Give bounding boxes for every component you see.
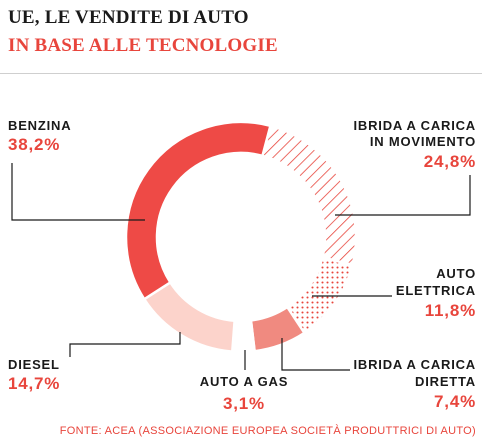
leader-ibrida-diretta [281, 338, 350, 371]
leader-diesel [69, 332, 181, 357]
label-elettrica-line1: AUTO [436, 266, 476, 281]
label-benzina: BENZINA [8, 118, 72, 133]
label-diesel: DIESEL [8, 357, 60, 372]
value-ibrida-diretta: 7,4% [434, 392, 476, 411]
value-diesel: 14,7% [8, 374, 61, 393]
value-benzina: 38,2% [8, 135, 61, 154]
slice-benzina [124, 120, 272, 301]
value-gas: 3,1% [223, 394, 265, 413]
slice-gas [230, 319, 257, 354]
leader-benzina [11, 163, 145, 221]
title-divider [0, 73, 482, 74]
leader-lines [11, 163, 471, 371]
value-ibrida-movimento: 24,8% [423, 152, 476, 171]
label-ibrida-diretta-line1: IBRIDA A CARICA [353, 357, 476, 372]
chart-subtitle: IN BASE ALLE TECNOLOGIE [8, 35, 278, 56]
label-elettrica-line2: ELETTRICA [395, 283, 476, 298]
label-ibrida-diretta-line2: DIRETTA [415, 374, 476, 389]
label-ibrida-movimento-line2: IN MOVIMENTO [369, 134, 476, 149]
donut-slices [124, 120, 358, 354]
slice-diesel [142, 280, 236, 354]
chart-title: UE, LE VENDITE DI AUTO [8, 7, 249, 28]
slice-ibrida-movimento [260, 124, 358, 267]
leader-ibrida-movimento [335, 175, 471, 216]
label-gas: AUTO A GAS [199, 374, 289, 389]
label-ibrida-movimento-line1: IBRIDA A CARICA [353, 118, 476, 133]
value-elettrica: 11,8% [424, 301, 476, 320]
source-note: FONTE: ACEA (ASSOCIAZIONE EUROPEA SOCIET… [59, 425, 476, 437]
